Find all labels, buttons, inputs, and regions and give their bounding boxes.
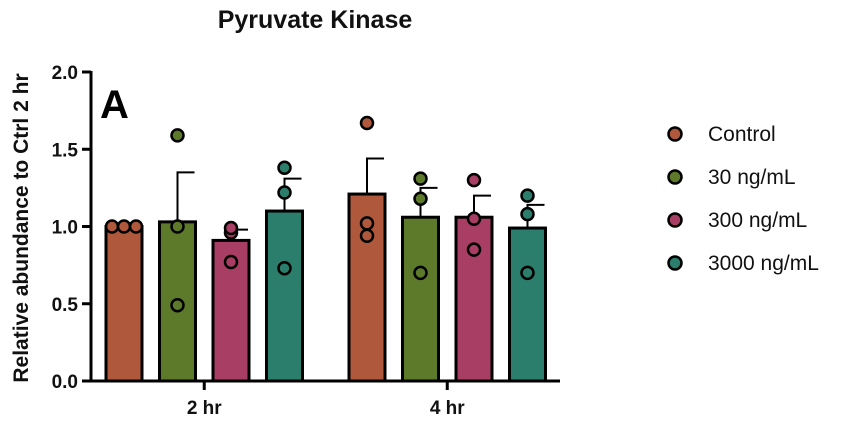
- legend-label: 30 ng/mL: [708, 166, 796, 189]
- y-tick-label: 2.0: [52, 63, 78, 84]
- data-point: [413, 265, 428, 281]
- data-point: [116, 219, 132, 234]
- data-point: [223, 254, 239, 270]
- chart-title: Pyruvate Kinase: [218, 6, 413, 34]
- legend-marker: [667, 169, 683, 185]
- data-point: [359, 216, 375, 231]
- data-point: [359, 115, 375, 131]
- data-point: [413, 171, 428, 186]
- data-point: [520, 265, 535, 281]
- y-tick-label: 0.0: [52, 372, 78, 393]
- bar: [508, 226, 547, 383]
- data-point: [170, 128, 185, 143]
- data-point: [359, 228, 375, 244]
- y-tick-label: 1.0: [52, 218, 78, 239]
- legend-label: 300 ng/mL: [708, 209, 807, 232]
- bar: [265, 209, 304, 383]
- data-point: [277, 185, 292, 200]
- bar: [104, 225, 144, 383]
- data-point: [466, 172, 482, 188]
- legend-marker: [667, 212, 683, 228]
- x-tick-label: 2 hr: [187, 398, 222, 419]
- data-point: [466, 242, 482, 257]
- y-tick-label: 1.5: [52, 140, 79, 161]
- data-point: [128, 219, 144, 234]
- y-tick-label: 0.5: [52, 295, 79, 316]
- data-point: [170, 219, 185, 234]
- data-point: [277, 260, 292, 276]
- data-point: [170, 298, 185, 313]
- legend-marker: [667, 255, 683, 271]
- legend-marker: [667, 126, 683, 142]
- data-point: [104, 219, 120, 234]
- bar: [454, 215, 494, 383]
- data-point: [520, 206, 535, 222]
- bar: [401, 215, 440, 383]
- panel-label: A: [100, 83, 129, 127]
- data-point: [466, 211, 482, 227]
- data-point: [223, 220, 239, 236]
- legend-label: Control: [708, 123, 776, 146]
- data-point: [413, 191, 428, 206]
- x-tick-label: 4 hr: [430, 398, 465, 419]
- legend-label: 3000 ng/mL: [708, 252, 819, 275]
- data-point: [520, 188, 535, 203]
- y-axis-label: Relative abundance to Ctrl 2 hr: [10, 73, 33, 382]
- data-point: [277, 160, 292, 176]
